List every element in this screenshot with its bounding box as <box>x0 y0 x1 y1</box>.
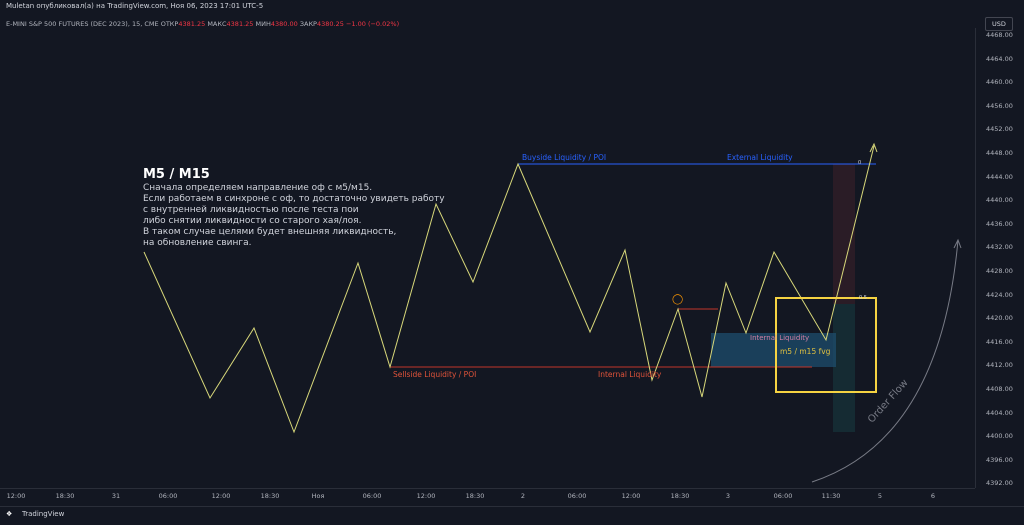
price-tick: 4408.00 <box>986 385 1013 393</box>
external-liquidity-label: External Liquidity <box>727 153 793 162</box>
price-tick: 4424.00 <box>986 290 1013 299</box>
arrow-head <box>869 142 878 153</box>
rr-top-label: 0 <box>858 160 862 166</box>
price-tick: 4436.00 <box>986 219 1013 228</box>
low-label: МИН <box>255 20 271 28</box>
note-title: M5 / M15 <box>143 167 210 182</box>
price-tick: 4468.00 <box>986 31 1013 39</box>
time-tick: 06:00 <box>362 492 382 500</box>
price-tick: 4460.00 <box>986 78 1013 87</box>
time-tick: 11:30 <box>821 492 841 500</box>
open-value: 4381.25 <box>178 20 206 28</box>
order-flow-arrow <box>953 238 962 249</box>
price-tick: 4420.00 <box>986 314 1013 323</box>
time-tick: 3 <box>725 492 731 500</box>
rr-mid-label: 0.5 <box>859 295 867 301</box>
price-tick: 4392.00 <box>986 479 1013 488</box>
high-value: 4381.25 <box>226 20 254 28</box>
internal-liquidity-high-label: Internal Liquidity <box>750 334 810 342</box>
time-axis[interactable] <box>0 488 975 505</box>
publisher-bar: Muletan опубликовал(а) на TradingView.co… <box>0 0 1024 14</box>
fvg-label: m5 / m15 fvg <box>780 347 831 356</box>
symbol-legend[interactable]: E-MINI S&P 500 FUTURES (DEC 2023), 15, C… <box>6 20 399 28</box>
lightbulb-icon[interactable]: ◯ <box>672 294 684 305</box>
high-label: МАКС <box>207 20 227 28</box>
time-tick: 12:00 <box>416 492 436 500</box>
price-tick: 4448.00 <box>986 149 1013 157</box>
risk-zone <box>833 164 855 304</box>
time-tick: Ноя <box>311 492 325 500</box>
time-tick: 6 <box>930 492 936 500</box>
time-tick: 06:00 <box>158 492 178 500</box>
time-tick: 2 <box>520 492 526 500</box>
time-tick: 12:00 <box>6 492 26 500</box>
price-tick: 4428.00 <box>986 267 1013 275</box>
time-tick: 31 <box>111 492 121 500</box>
price-tick: 4396.00 <box>986 455 1013 464</box>
time-tick: 18:30 <box>465 492 485 500</box>
order-flow-curve <box>811 239 959 483</box>
price-tick: 4432.00 <box>986 243 1013 252</box>
price-tick: 4412.00 <box>986 361 1013 370</box>
publisher-text: Muletan опубликовал(а) на TradingView.co… <box>6 2 264 10</box>
time-tick: 12:00 <box>211 492 231 500</box>
price-tick: 4452.00 <box>986 125 1013 134</box>
price-tick: 4464.00 <box>986 54 1013 63</box>
price-tick: 4444.00 <box>986 172 1013 181</box>
price-tick: 4400.00 <box>986 432 1013 441</box>
internal-liquidity-low-label: Internal Liquidity <box>598 370 662 379</box>
time-tick: 06:00 <box>773 492 793 500</box>
time-tick: 18:30 <box>670 492 690 500</box>
highlight-box <box>775 297 877 393</box>
currency-button[interactable]: USD <box>985 17 1013 31</box>
price-tick: 4404.00 <box>986 408 1013 417</box>
time-tick: 18:30 <box>55 492 75 500</box>
buyside-label: Buyside Liquidity / POI <box>522 153 607 162</box>
time-tick: 5 <box>877 492 883 500</box>
symbol-name: E-MINI S&P 500 FUTURES (DEC 2023), 15, C… <box>6 20 159 28</box>
close-label: ЗАКР <box>299 20 317 28</box>
close-value: 4380.25 <box>316 20 344 28</box>
price-tick: 4440.00 <box>986 196 1013 205</box>
tradingview-mark-icon: ❖ <box>6 510 13 518</box>
sellside-label: Sellside Liquidity / POI <box>393 370 477 379</box>
fvg-zone <box>711 333 836 367</box>
tradingview-brand: TradingView <box>22 510 65 518</box>
tradingview-logo[interactable]: ❖ TradingView <box>6 510 64 518</box>
change-value: −1.00 (−0.02%) <box>345 20 400 28</box>
price-axis[interactable] <box>975 28 1024 488</box>
time-tick: 18:30 <box>260 492 280 500</box>
note-body: Сначала определяем направление оф с м5/м… <box>143 183 445 248</box>
low-value: 4380.00 <box>270 20 298 28</box>
price-tick: 4416.00 <box>986 337 1013 346</box>
zigzag-line <box>143 145 875 434</box>
price-tick: 4456.00 <box>986 101 1013 110</box>
open-label: ОТКР <box>160 20 179 28</box>
time-tick: 12:00 <box>621 492 641 500</box>
time-tick: 06:00 <box>567 492 587 500</box>
reward-zone <box>833 304 855 432</box>
footer-bar <box>0 506 1024 525</box>
